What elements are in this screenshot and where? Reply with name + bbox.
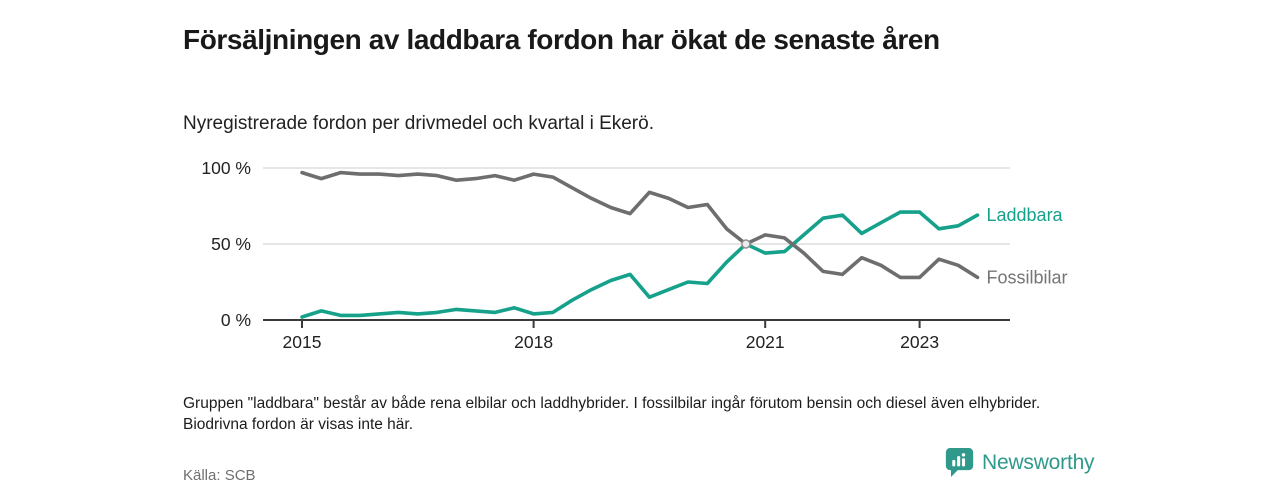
crossing-point-marker xyxy=(741,239,751,249)
newsworthy-logo-text: Newsworthy xyxy=(982,450,1095,474)
x-axis-label: 2021 xyxy=(746,332,785,352)
x-axis-label: 2015 xyxy=(283,332,322,352)
x-axis-label: 2018 xyxy=(514,332,553,352)
page-title: Försäljningen av laddbara fordon har öka… xyxy=(183,23,940,55)
y-axis-label: 100 % xyxy=(201,158,251,178)
fossilbilar-line xyxy=(300,170,980,280)
laddbara-line xyxy=(300,210,980,319)
source-label: Källa: SCB xyxy=(183,467,256,484)
chart-footnote: Gruppen "laddbara" består av både rena e… xyxy=(183,394,1041,433)
page-subtitle: Nyregistrerade fordon per drivmedel och … xyxy=(183,113,654,134)
x-axis-label: 2023 xyxy=(900,332,939,352)
y-axis-label: 0 % xyxy=(221,310,251,330)
line-chart: 0 % 50 % 100 % 2015 2018 2021 2023 Laddbara Foss… xyxy=(201,158,1068,352)
series-label-laddbara: Laddbara xyxy=(987,205,1064,225)
bar-chart-speech-bubble-icon xyxy=(945,448,974,477)
newsworthy-logo: Newsworthy xyxy=(945,447,1095,478)
series-label-fossilbilar: Fossilbilar xyxy=(987,267,1068,287)
y-axis-label: 50 % xyxy=(211,234,251,254)
